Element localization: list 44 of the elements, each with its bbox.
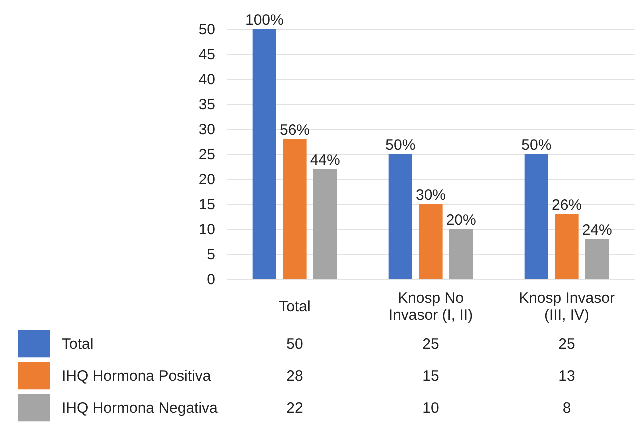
x-tick-label: Knosp No Invasor (I, II) (388, 290, 474, 324)
y-tick-label: 5 (207, 246, 216, 264)
x-tick-label: Total (279, 298, 311, 316)
y-tick-label: 50 (198, 22, 216, 38)
data-label: 10 (422, 400, 440, 417)
bar (555, 214, 579, 279)
y-tick-label: 40 (198, 72, 216, 88)
annotation: 50% (386, 137, 416, 154)
y-tick-label: 10 (198, 222, 216, 238)
y-tick-label: 20 (198, 172, 216, 188)
y-tick-label: 15 (198, 196, 216, 214)
y-tick-label: 25 (198, 146, 216, 164)
data-label: 22 (286, 400, 304, 417)
data-label: 28 (286, 368, 304, 385)
bar (524, 154, 548, 279)
annotation: 56% (280, 122, 310, 139)
data-label: 13 (558, 368, 576, 385)
bar (419, 204, 443, 279)
data-label: 25 (422, 336, 440, 353)
y-tick-label: 35 (198, 96, 216, 114)
data-label: 8 (562, 400, 572, 417)
text: 100% (245, 12, 284, 29)
y-tick-label: 30 (198, 122, 216, 138)
legend-label: Total (62, 336, 94, 353)
annotation: 50% (522, 137, 552, 154)
annotation: 44% (310, 152, 340, 169)
bar (314, 169, 338, 279)
annotation: 24% (582, 222, 612, 239)
annotation: 20% (446, 212, 476, 229)
bar (450, 229, 474, 279)
bar (586, 239, 610, 279)
legend-label: IHQ Hormona Positiva (62, 368, 212, 385)
annotation: 30% (416, 187, 446, 204)
data-label: 25 (558, 336, 576, 353)
annotation: 26% (552, 197, 582, 214)
bar (388, 154, 412, 279)
y-tick-label: 0 (207, 272, 216, 288)
data-label: 50 (286, 336, 304, 353)
bar (283, 139, 307, 279)
bar (252, 29, 276, 279)
y-tick-label: 45 (198, 46, 216, 64)
x-tick-label: Knosp Invasor (III, IV) (519, 290, 615, 324)
data-label: 15 (422, 368, 440, 385)
legend-label: IHQ Hormona Negativa (62, 400, 219, 417)
